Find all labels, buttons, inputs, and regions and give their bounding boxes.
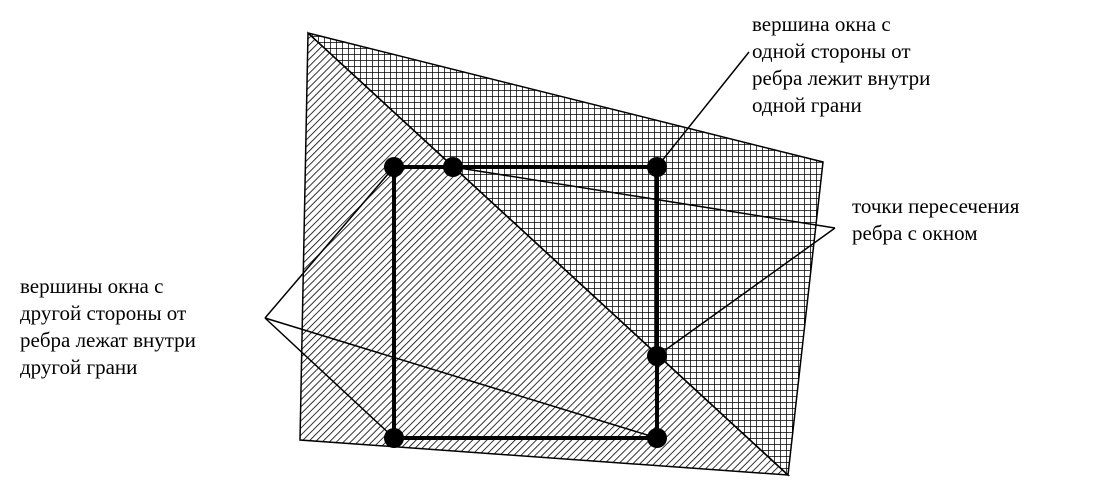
edge-intersection-top xyxy=(443,157,463,177)
label-line: вершина окна с xyxy=(752,12,891,36)
window-vertex-top-right xyxy=(647,157,667,177)
window-vertex-top-left xyxy=(384,157,404,177)
label-window-vertex-one-side: вершина окна с одной стороны от ребра ле… xyxy=(752,11,930,119)
label-window-vertices-other-side: вершины окна с другой стороны от ребра л… xyxy=(20,273,196,381)
label-line: вершины окна с xyxy=(20,274,164,298)
leader-line-vertex-bottom-right xyxy=(264,317,658,439)
label-line: ребра лежит внутри xyxy=(752,66,931,90)
leader-line-intersection-right xyxy=(656,227,836,357)
window-vertex-bottom-left xyxy=(384,428,404,448)
leader-line-vertex-bottom-left xyxy=(264,317,395,439)
label-line: ребра лежат внутри xyxy=(20,328,196,352)
leader-line-intersection-top xyxy=(452,166,836,229)
label-line: одной стороны от xyxy=(752,39,911,63)
label-edge-window-intersections: точки пересечения ребра с окном xyxy=(852,193,1019,247)
label-line: одной грани xyxy=(752,93,862,117)
label-line: точки пересечения xyxy=(852,194,1020,218)
label-line: ребра с окном xyxy=(852,221,978,245)
leader-line-vertex-top-left xyxy=(264,166,395,319)
edge-intersection-right xyxy=(647,346,667,366)
window-vertex-bottom-right xyxy=(647,428,667,448)
label-line: другой грани xyxy=(20,355,138,379)
leader-line-top-vertex xyxy=(656,51,750,168)
label-line: другой стороны от xyxy=(20,301,187,325)
shared-edge xyxy=(307,32,789,476)
